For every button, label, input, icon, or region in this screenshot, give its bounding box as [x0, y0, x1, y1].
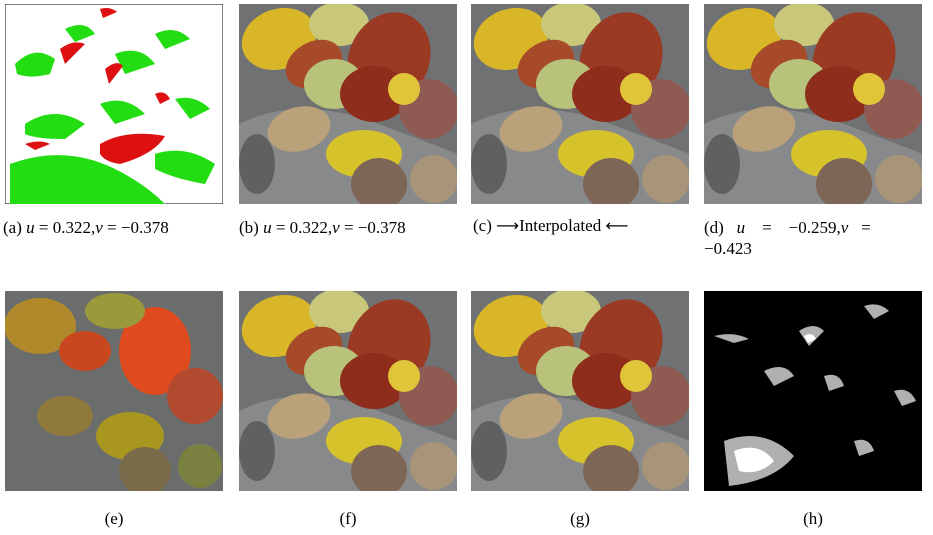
- difference-image: [704, 291, 922, 491]
- leaves-photo: [471, 4, 689, 204]
- panel-d-photo: [704, 4, 922, 204]
- panel-a-mask: [5, 4, 223, 204]
- caption-f: (f): [339, 509, 357, 528]
- leaves-photo: [471, 291, 689, 491]
- leaves-photo: [704, 4, 922, 204]
- caption-e: (e): [104, 509, 124, 528]
- caption-b: (b) u = 0.322,v = −0.378: [239, 218, 406, 237]
- panel-h-difference: [704, 291, 922, 491]
- caption-c: (c) ⟶Interpolated ⟵: [473, 216, 629, 235]
- panel-b-photo: [239, 4, 457, 204]
- caption-d: (d) u = −0.259,v = −0.423: [704, 218, 871, 258]
- leaves-photo: [239, 4, 457, 204]
- panel-e-chroma: [5, 291, 223, 491]
- panel-f-photo: [239, 291, 457, 491]
- caption-h: (h): [803, 509, 823, 528]
- caption-g: (g): [570, 509, 590, 528]
- caption-a: (a) u = 0.322,v = −0.378: [3, 218, 169, 237]
- mask-image: [5, 4, 223, 204]
- panel-c-photo: [471, 4, 689, 204]
- leaves-photo: [239, 291, 457, 491]
- panel-g-photo: [471, 291, 689, 491]
- chroma-image: [5, 291, 223, 491]
